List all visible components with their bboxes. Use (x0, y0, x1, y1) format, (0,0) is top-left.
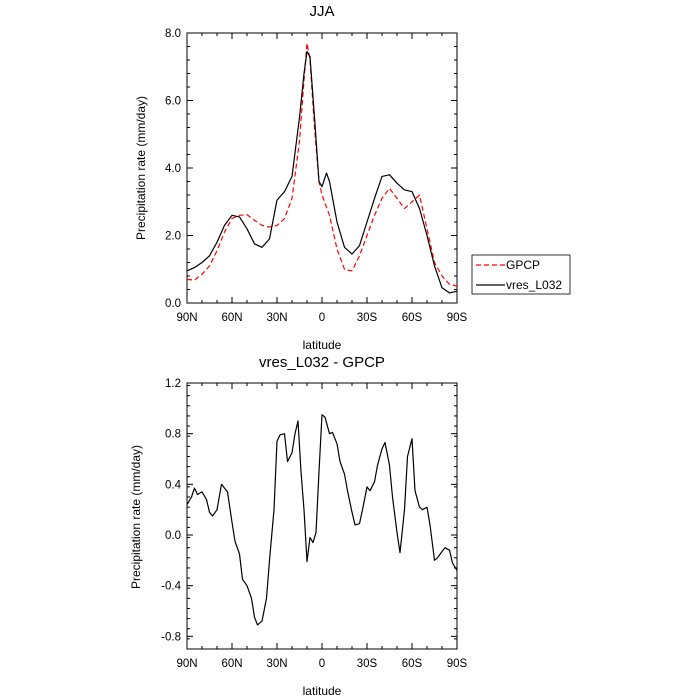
y-tick-labels: -0.8 -0.4 0.0 0.4 0.8 1.2 (161, 378, 181, 643)
y-tick-label: 0.4 (165, 479, 182, 491)
y-tick-label: 4.0 (165, 163, 181, 175)
y-tick-label: 6.0 (165, 96, 181, 108)
y-axis-label: Precipitation rate (mm/day) (129, 445, 143, 589)
x-tick-label: 30S (357, 312, 378, 324)
y-tick-label: 0.0 (165, 530, 181, 542)
x-tick-label: 60N (221, 658, 242, 670)
x-tick-label: 30N (266, 658, 287, 670)
y-tick-label: 0.8 (165, 429, 181, 441)
x-axis-label: latitude (303, 684, 342, 698)
x-tick-label: 0 (319, 312, 325, 324)
series-line-vres-l032 (186, 50, 458, 294)
legend-label-gpcp: GPCP (506, 258, 540, 272)
x-tick-label: 0 (319, 658, 325, 670)
legend-box (471, 254, 571, 295)
y-tick-label: 8.0 (165, 28, 181, 40)
tick-marks (186, 382, 458, 650)
precip-chart-panel: JJA 90N 60N 30N 0 30S 60S 90S 0.02.04.06.08.0 … (134, 3, 571, 352)
y-axis-label: Precipitation rate (mm/day) (134, 96, 148, 240)
chart-title: JJA (309, 3, 334, 20)
x-tick-label: 90N (176, 312, 197, 324)
series-line-gpcp (186, 42, 458, 287)
y-tick-label: 1.2 (165, 378, 181, 390)
x-tick-labels: 90N 60N 30N 0 30S 60S 90S (176, 658, 467, 670)
x-tick-label: 90N (176, 658, 197, 670)
x-axis-label: latitude (303, 338, 342, 352)
y-tick-label: 2.0 (165, 231, 181, 243)
x-tick-label: 90S (447, 312, 468, 324)
y-tick-label: -0.8 (161, 631, 181, 643)
series-line-vres-l032-gpcp (186, 414, 458, 626)
x-tick-label: 60N (221, 312, 242, 324)
x-tick-label: 30S (357, 658, 378, 670)
y-tick-label: -0.4 (161, 581, 181, 593)
difference-chart-panel: vres_L032 - GPCP 90N 60N 30N 0 30S 60S 90S -0.… (129, 354, 468, 698)
plot-frame (186, 32, 458, 304)
series-lines (186, 42, 458, 294)
y-tick-labels: 0.0 2.0 4.0 6.0 8.0 (165, 28, 181, 310)
x-tick-label: 90S (447, 658, 468, 670)
x-tick-label: 60S (402, 312, 423, 324)
x-tick-label: 30N (266, 312, 287, 324)
x-tick-labels: 90N 60N 30N 0 30S 60S 90S (176, 312, 467, 324)
y-tick-label: 0.0 (165, 298, 181, 310)
legend: GPCP vres_L032 (471, 254, 571, 295)
chart-title: vres_L032 - GPCP (259, 354, 385, 371)
series-lines (186, 414, 458, 626)
legend-label-vres: vres_L032 (506, 278, 562, 292)
x-tick-label: 60S (402, 658, 423, 670)
tick-marks (186, 32, 458, 304)
